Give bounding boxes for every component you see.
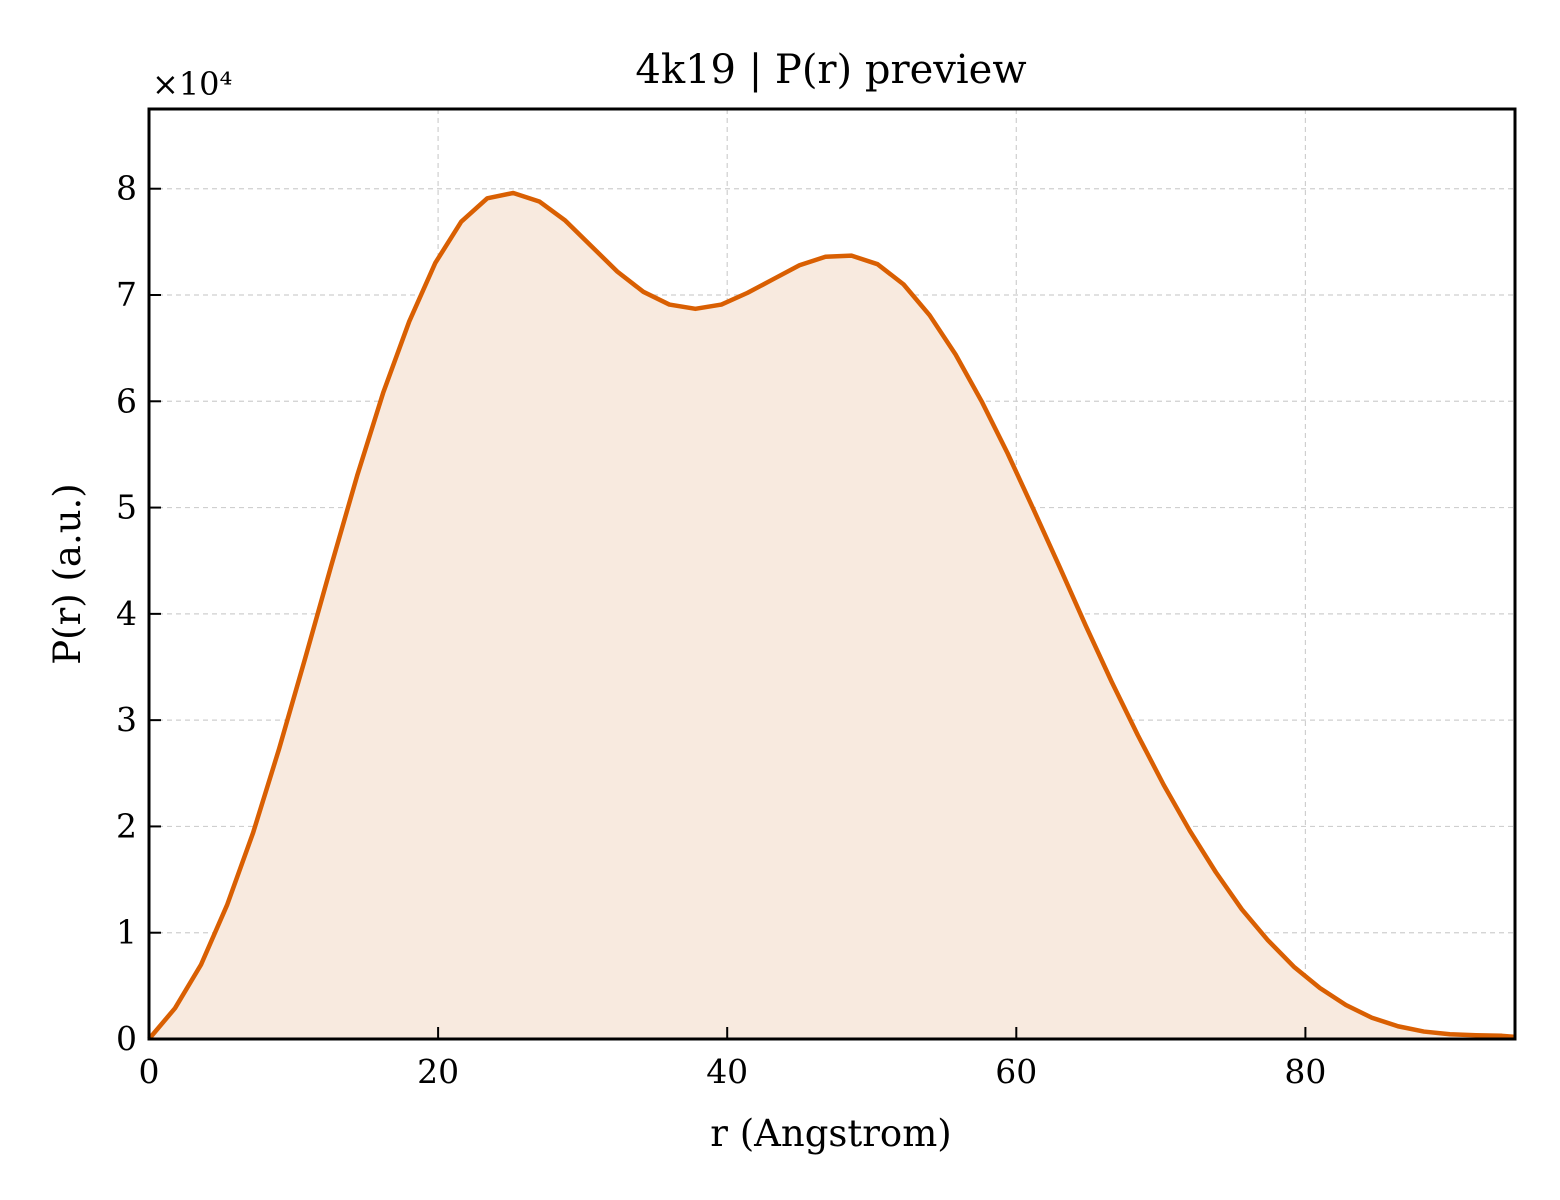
x-axis-label: r (Angstrom)	[710, 1112, 951, 1155]
y-tick-label: 1	[116, 913, 137, 952]
x-tick-label: 0	[139, 1052, 160, 1091]
y-tick-label: 5	[116, 488, 137, 527]
y-axis-ticks: 0 1 2 3 4 5 6 7 8	[116, 169, 161, 1058]
x-tick-label: 80	[1284, 1052, 1326, 1091]
x-axis-ticks: 0 20 40 60 80	[139, 1027, 1326, 1091]
y-tick-label: 8	[116, 169, 137, 208]
y-axis-multiplier: ×10⁴	[152, 65, 232, 103]
x-tick-label: 40	[706, 1052, 748, 1091]
y-tick-label: 7	[116, 275, 137, 314]
y-tick-label: 2	[116, 806, 137, 845]
y-axis-label: P(r) (a.u.)	[46, 483, 89, 665]
y-tick-label: 4	[116, 594, 137, 633]
plot-frame	[147, 107, 1517, 1041]
x-tick-label: 20	[417, 1052, 459, 1091]
area-fill	[149, 192, 1515, 1040]
y-tick-label: 6	[116, 381, 137, 420]
x-tick-label: 60	[995, 1052, 1037, 1091]
series-line	[147, 190, 1516, 1041]
chart-title: 4k19 | P(r) preview	[635, 47, 1026, 93]
y-tick-label: 0	[116, 1019, 137, 1058]
y-tick-label: 3	[116, 700, 137, 739]
